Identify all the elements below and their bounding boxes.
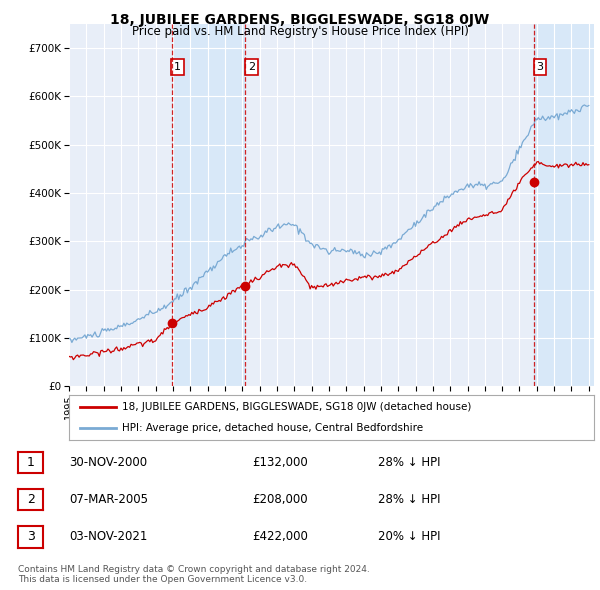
Text: 28% ↓ HPI: 28% ↓ HPI bbox=[378, 493, 440, 506]
Text: 2: 2 bbox=[248, 62, 255, 72]
Text: HPI: Average price, detached house, Central Bedfordshire: HPI: Average price, detached house, Cent… bbox=[121, 422, 422, 432]
Text: 1: 1 bbox=[26, 456, 35, 469]
Text: 28% ↓ HPI: 28% ↓ HPI bbox=[378, 456, 440, 469]
Text: 3: 3 bbox=[536, 62, 544, 72]
Text: 18, JUBILEE GARDENS, BIGGLESWADE, SG18 0JW: 18, JUBILEE GARDENS, BIGGLESWADE, SG18 0… bbox=[110, 13, 490, 27]
Text: 2: 2 bbox=[26, 493, 35, 506]
Text: 1: 1 bbox=[174, 62, 181, 72]
Text: 03-NOV-2021: 03-NOV-2021 bbox=[69, 530, 148, 543]
Text: 30-NOV-2000: 30-NOV-2000 bbox=[69, 456, 147, 469]
Text: £208,000: £208,000 bbox=[252, 493, 308, 506]
Text: Contains HM Land Registry data © Crown copyright and database right 2024.
This d: Contains HM Land Registry data © Crown c… bbox=[18, 565, 370, 584]
Text: 20% ↓ HPI: 20% ↓ HPI bbox=[378, 530, 440, 543]
Text: £422,000: £422,000 bbox=[252, 530, 308, 543]
Text: Price paid vs. HM Land Registry's House Price Index (HPI): Price paid vs. HM Land Registry's House … bbox=[131, 25, 469, 38]
Bar bbox=[172, 24, 245, 386]
Bar bbox=[534, 24, 594, 386]
Text: 3: 3 bbox=[26, 530, 35, 543]
Text: 07-MAR-2005: 07-MAR-2005 bbox=[69, 493, 148, 506]
Text: 18, JUBILEE GARDENS, BIGGLESWADE, SG18 0JW (detached house): 18, JUBILEE GARDENS, BIGGLESWADE, SG18 0… bbox=[121, 402, 471, 412]
Text: £132,000: £132,000 bbox=[252, 456, 308, 469]
